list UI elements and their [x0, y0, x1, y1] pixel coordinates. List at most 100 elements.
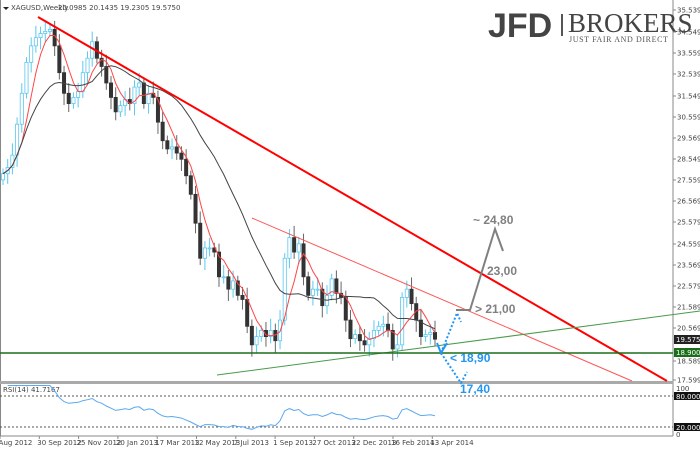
bull-candle	[310, 288, 315, 296]
bull-candle	[118, 105, 123, 113]
bear-candle	[343, 297, 348, 321]
y-tick-label: 18.5890	[677, 358, 700, 366]
bear-candle	[66, 92, 71, 104]
y-tick-label: 22.5790	[677, 283, 700, 291]
bear-candle	[390, 330, 395, 350]
secondary-downtrend-line[interactable]	[251, 217, 633, 382]
bullish-projection-path	[456, 225, 504, 311]
y-tick-label: 27.5590	[677, 177, 700, 185]
x-tick-label: 12 May 2013	[195, 439, 241, 447]
ma-slow-line	[2, 65, 436, 330]
bull-candle	[400, 297, 405, 346]
x-tick-label: 22 Dec 2013	[352, 439, 397, 447]
y-tick-label: 31.5490	[677, 93, 700, 101]
bear-candle	[165, 140, 170, 150]
bear-candle	[160, 121, 165, 142]
bear-candle	[109, 82, 114, 98]
bear-candle	[198, 222, 203, 259]
bull-candle	[376, 325, 381, 331]
bull-candle	[137, 82, 142, 88]
bear-candle	[193, 193, 198, 224]
price-axis: 35.5390 34.5490 33.5590 32.5390 31.5490 30.55…	[673, 7, 700, 385]
rsi-20-badge	[674, 423, 700, 431]
bounce-projection-path	[440, 310, 462, 354]
bear-candle	[357, 334, 362, 342]
bull-candle	[43, 31, 48, 34]
bear-candle	[99, 57, 104, 67]
bear-candle	[348, 319, 353, 340]
rsi-80-badge	[674, 392, 700, 400]
ohlc-readout: 20.0985 20.1435 19.2305 19.5750	[58, 4, 180, 12]
jfd-brokers-logo: JFD BROKERS JUST FAIR AND DIRECT	[488, 7, 693, 45]
target-2100-label: > 21,00	[475, 302, 516, 316]
y-tick-label: 30.5590	[677, 114, 700, 122]
main-downtrend-line[interactable]	[37, 16, 668, 382]
bull-candle	[0, 173, 6, 181]
current-price-badge	[674, 335, 700, 344]
x-tick-label: 5 Aug 2012	[0, 439, 32, 447]
x-tick-label: 20 Jan 2013	[116, 439, 158, 447]
current-price-text: 19.5750	[676, 336, 700, 344]
bull-candle	[146, 92, 151, 104]
target-1740-label: 17,40	[460, 382, 490, 396]
bull-candle	[24, 61, 29, 94]
bull-candle	[367, 338, 372, 346]
x-tick-label: 7 Jul 2013	[234, 439, 269, 447]
symbol-label: XAGUSD,Weekly	[11, 4, 68, 12]
bear-candle	[104, 66, 109, 84]
bear-candle	[362, 340, 367, 346]
bear-candle	[188, 175, 193, 195]
bull-candle	[353, 334, 358, 340]
y-tick-label: 33.5590	[677, 50, 700, 58]
bear-candle	[306, 276, 311, 296]
bull-candle	[19, 92, 24, 125]
bull-candle	[47, 28, 52, 32]
bear-candle	[249, 325, 254, 346]
bull-candle	[315, 288, 320, 291]
x-tick-label: 30 Sep 2012	[37, 439, 81, 447]
bull-candle	[170, 146, 175, 150]
bear-candle	[334, 278, 339, 294]
moving-averages	[2, 35, 436, 341]
bull-candle	[428, 332, 433, 335]
bull-candle	[395, 344, 400, 350]
rsi-line	[7, 385, 436, 430]
dropdown-triangle-icon[interactable]	[3, 7, 9, 10]
bear-candle	[155, 97, 160, 123]
y-tick-label: 34.5490	[677, 29, 700, 37]
support-price-badge	[674, 348, 700, 357]
y-tick-label: 28.5490	[677, 156, 700, 164]
y-tick-label: 32.5390	[677, 71, 700, 79]
x-tick-label: 25 Nov 2012	[77, 439, 122, 447]
rsi-label: RSI(14) 41.7167	[3, 386, 60, 394]
rsi-top-label: 100	[676, 385, 689, 393]
panel-separator[interactable]	[0, 381, 673, 384]
bull-candle	[76, 90, 81, 98]
bear-candle	[245, 299, 250, 327]
bull-candle	[202, 247, 207, 259]
bear-candle	[57, 45, 62, 74]
bull-candle	[296, 243, 301, 253]
bull-candle	[207, 247, 212, 250]
bear-candle	[432, 332, 437, 340]
bull-candle	[71, 97, 76, 104]
bull-candle	[33, 37, 38, 47]
bull-candle	[85, 57, 90, 74]
rising-support-line[interactable]	[216, 310, 700, 376]
bear-candle	[216, 251, 221, 278]
bear-candle	[292, 237, 297, 253]
bear-candle	[113, 97, 118, 113]
bull-candle	[371, 330, 376, 340]
y-tick-label: 35.5390	[677, 7, 700, 15]
bear-candle	[320, 288, 325, 307]
bear-candle	[179, 152, 184, 160]
bear-candle	[184, 158, 189, 177]
bull-candle	[268, 330, 273, 338]
ma-fast-line	[2, 35, 436, 341]
bull-candle	[221, 276, 226, 279]
y-tick-label: 24.5590	[677, 241, 700, 249]
